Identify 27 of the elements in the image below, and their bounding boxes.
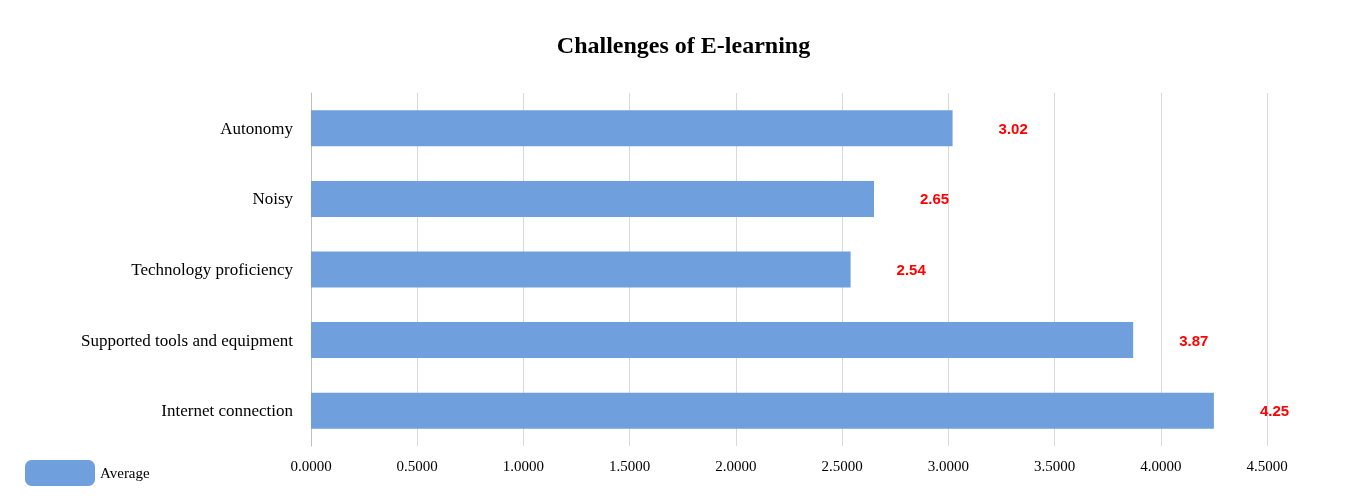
- bar: [311, 110, 953, 147]
- data-label: 3.02: [998, 119, 1028, 137]
- x-tick-label: 4.0000: [1140, 457, 1182, 474]
- data-label: 3.87: [1179, 331, 1209, 349]
- y-tick-label: Technology proficiency: [131, 260, 294, 279]
- x-tick-label: 0.0000: [290, 457, 332, 474]
- x-tick-label: 3.5000: [1033, 457, 1076, 474]
- x-tick-label: 2.5000: [821, 457, 863, 474]
- data-label: 2.65: [919, 190, 950, 208]
- bar: [311, 180, 874, 217]
- x-tick-label: 1.0000: [502, 457, 545, 474]
- y-tick-label: Internet connection: [161, 401, 294, 421]
- x-tick-label: 3.0000: [927, 457, 969, 474]
- data-label: 4.25: [1259, 402, 1290, 420]
- legend-label: Average: [100, 465, 151, 481]
- data-label: 2.54: [896, 261, 927, 278]
- x-tick-label: 0.5000: [396, 457, 438, 474]
- x-tick-label: 4.5000: [1246, 457, 1288, 474]
- chart-title: Challenges of E-learning: [556, 32, 811, 58]
- y-tick-label: Autonomy: [220, 118, 294, 138]
- y-tick-label: Noisy: [252, 189, 294, 209]
- x-tick-label: 1.5000: [609, 457, 651, 474]
- x-tick-label: 2.0000: [715, 457, 757, 474]
- bar: [311, 251, 851, 288]
- y-tick-label: Supported tools and equipment: [80, 330, 294, 350]
- bar: [311, 322, 1134, 359]
- bar: [311, 392, 1214, 429]
